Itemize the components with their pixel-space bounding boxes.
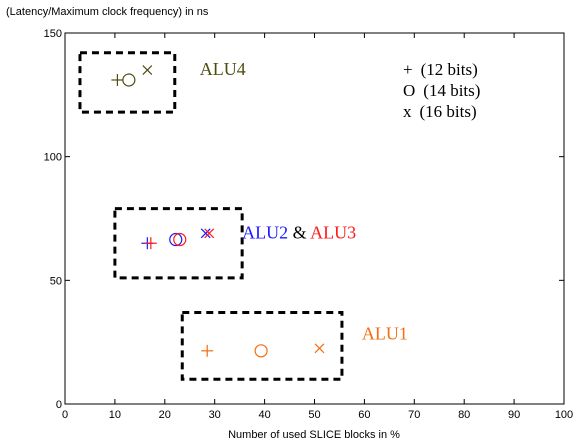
y-tick-label: 50 xyxy=(50,275,62,287)
data-point xyxy=(204,228,215,239)
x-tick-label: 20 xyxy=(159,409,171,421)
group-label: ALU1 xyxy=(362,324,408,344)
group-label-part: ALU3 xyxy=(310,222,356,242)
data-point xyxy=(314,343,325,354)
group-label-part: & xyxy=(288,222,310,242)
group-box xyxy=(78,51,177,114)
group-labels: ALU4 ALU2 & ALU3 ALU1 xyxy=(200,59,408,344)
x-tick-label: 0 xyxy=(62,409,68,421)
legend-entry: x (16 bits) xyxy=(403,102,477,121)
data-point xyxy=(169,232,183,247)
axis-ticks: 0 10 20 30 40 50 60 70 80 90 100 0 50 100 150 xyxy=(44,28,574,421)
legend-entry: + (12 bits) xyxy=(403,60,478,79)
x-tick-label: 50 xyxy=(308,409,320,421)
x-axis-label: Number of used SLICE blocks in % xyxy=(228,429,400,441)
x-tick-label: 10 xyxy=(109,409,121,421)
group-box xyxy=(180,310,344,381)
data-point xyxy=(254,344,268,358)
legend-label: (16 bits) xyxy=(420,102,477,121)
x-tick-label: 70 xyxy=(408,409,420,421)
legend-marker: O xyxy=(403,81,415,100)
legend-label: (14 bits) xyxy=(423,81,480,100)
data-point xyxy=(142,65,153,76)
legend-label: (12 bits) xyxy=(421,60,478,79)
x-tick-label: 30 xyxy=(209,409,221,421)
legend-marker: x xyxy=(403,102,412,121)
legend: + (12 bits) O (14 bits) x (16 bits) xyxy=(403,60,480,121)
group-boxes xyxy=(78,51,344,381)
data-point xyxy=(201,344,214,357)
y-axis-label: (Latency/Maximum clock frequency) in ns xyxy=(6,6,209,18)
data-point xyxy=(122,73,136,87)
y-tick-label: 100 xyxy=(44,152,62,164)
x-tick-label: 90 xyxy=(508,409,520,421)
legend-marker: + xyxy=(403,60,413,79)
x-tick-label: 80 xyxy=(458,409,470,421)
group-label: ALU2 & ALU3 xyxy=(242,222,356,242)
y-tick-label: 0 xyxy=(56,399,62,411)
data-point xyxy=(200,228,211,239)
group-label: ALU4 xyxy=(200,59,246,79)
group-label-part: ALU2 xyxy=(242,222,288,242)
data-points xyxy=(111,65,325,358)
data-point xyxy=(144,237,157,250)
x-tick-label: 40 xyxy=(258,409,270,421)
data-point xyxy=(111,73,124,86)
y-tick-label: 150 xyxy=(44,28,62,40)
x-tick-label: 60 xyxy=(358,409,370,421)
legend-entry: O (14 bits) xyxy=(403,81,480,100)
data-point xyxy=(173,232,187,247)
group-box xyxy=(113,207,244,280)
plot-frame xyxy=(64,32,565,405)
x-tick-label: 100 xyxy=(555,409,573,421)
